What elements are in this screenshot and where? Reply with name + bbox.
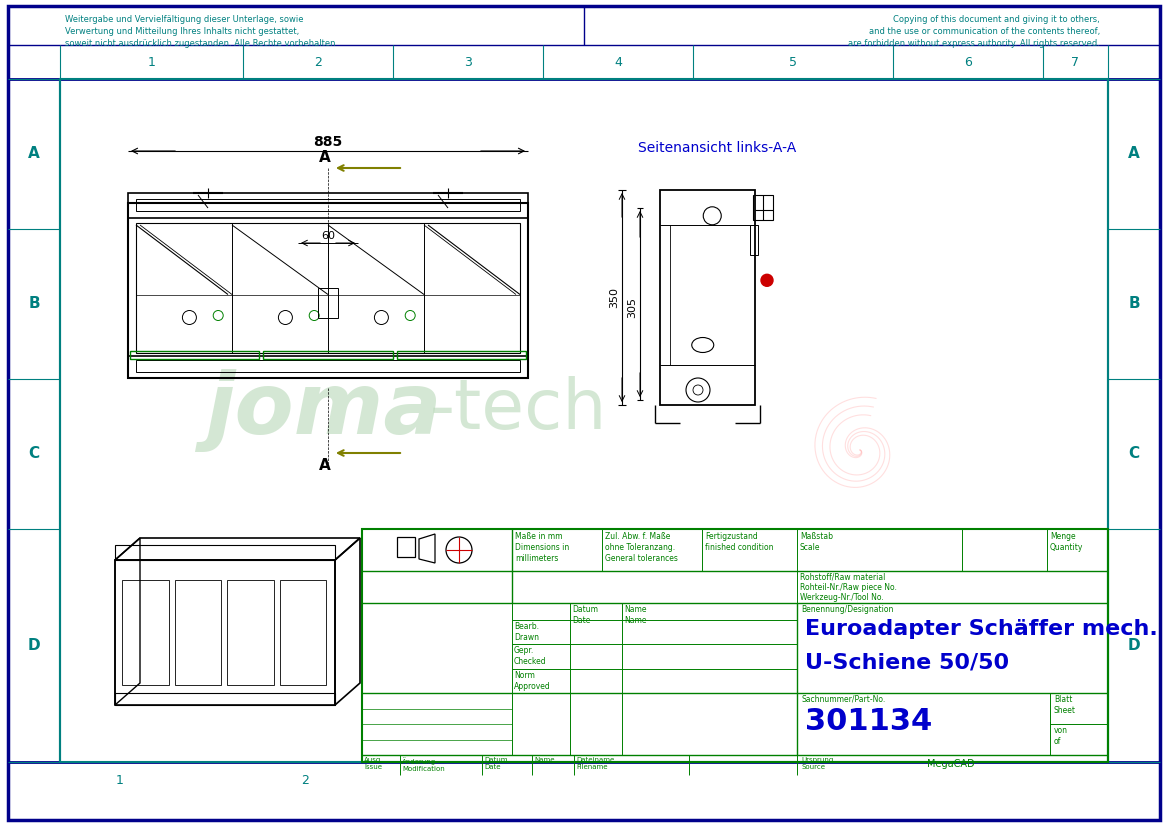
Text: Menge
Quantity: Menge Quantity (1050, 532, 1084, 552)
Bar (135, 223, 520, 353)
Text: 4: 4 (614, 55, 621, 69)
Text: Norm
Approved: Norm Approved (514, 671, 551, 691)
Text: Dateiname
Filename: Dateiname Filename (576, 757, 614, 770)
Text: 1: 1 (116, 773, 124, 786)
Text: Copying of this document and giving it to others,
and the use or communication o: Copying of this document and giving it t… (848, 15, 1100, 48)
Text: 5: 5 (790, 55, 797, 69)
Bar (60, 79, 1108, 762)
Text: 350: 350 (609, 287, 619, 308)
Text: 305: 305 (627, 297, 637, 318)
Bar (660, 190, 755, 405)
Text: Gepr.
Checked: Gepr. Checked (514, 646, 547, 667)
Text: 2: 2 (301, 773, 310, 786)
Text: -tech: -tech (430, 377, 607, 444)
Bar (750, 225, 758, 255)
Bar (263, 351, 392, 359)
Bar (227, 580, 273, 685)
Text: Euroadapter Schäffer mech.: Euroadapter Schäffer mech. (805, 619, 1157, 639)
Text: A: A (28, 146, 40, 162)
Text: Rohstoff/Raw material: Rohstoff/Raw material (800, 573, 885, 582)
Bar (121, 580, 168, 685)
Bar (114, 545, 335, 560)
Text: 885: 885 (313, 135, 342, 149)
Text: Maße in mm
Dimensions in
millimeters: Maße in mm Dimensions in millimeters (515, 532, 569, 563)
Bar (128, 356, 528, 378)
Text: Fertigzustand
finished condition: Fertigzustand finished condition (705, 532, 773, 552)
Text: 7: 7 (1071, 55, 1079, 69)
Bar (279, 580, 326, 685)
Text: D: D (1127, 638, 1140, 653)
Bar (130, 351, 259, 359)
Text: C: C (1128, 447, 1140, 462)
Text: Werkzeug-Nr./Tool No.: Werkzeug-Nr./Tool No. (800, 593, 884, 602)
Text: MegaCAD: MegaCAD (927, 759, 974, 769)
Bar (397, 351, 526, 359)
Text: Blatt
Sheet: Blatt Sheet (1054, 695, 1076, 715)
Bar (174, 580, 221, 685)
Text: 60: 60 (321, 231, 335, 241)
Text: 2: 2 (314, 55, 322, 69)
Text: Name
Name: Name Name (624, 605, 647, 625)
Text: Änderung
Modification: Änderung Modification (402, 757, 445, 771)
Text: 301134: 301134 (805, 707, 932, 736)
Text: D: D (28, 638, 41, 653)
Bar (128, 203, 528, 378)
Text: A: A (319, 150, 331, 165)
Text: Ausg.
Issue: Ausg. Issue (364, 757, 383, 770)
Text: Datum
Date: Datum Date (572, 605, 598, 625)
Text: 3: 3 (464, 55, 472, 69)
Text: von
of: von of (1054, 726, 1068, 746)
Text: Seitenansicht links-A-A: Seitenansicht links-A-A (638, 141, 797, 155)
Bar (114, 693, 335, 705)
Text: A: A (319, 458, 331, 472)
Text: joma: joma (206, 368, 442, 452)
Text: B: B (1128, 297, 1140, 311)
Text: Zul. Abw. f. Maße
ohne Toleranzang.
General tolerances: Zul. Abw. f. Maße ohne Toleranzang. Gene… (605, 532, 677, 563)
Bar (128, 193, 528, 218)
Text: B: B (28, 297, 40, 311)
Text: Benennung/Designation: Benennung/Designation (801, 605, 894, 614)
Text: Sachnummer/Part-No.: Sachnummer/Part-No. (801, 695, 885, 704)
Bar (397, 537, 415, 557)
Bar (753, 195, 773, 220)
Bar (318, 288, 338, 318)
Circle shape (762, 274, 773, 287)
Text: Rohteil-Nr./Raw piece No.: Rohteil-Nr./Raw piece No. (800, 583, 897, 592)
Text: Name: Name (534, 757, 555, 763)
Text: 6: 6 (964, 55, 972, 69)
Bar (362, 529, 1108, 762)
Text: Datum
Date: Datum Date (484, 757, 508, 770)
Text: Ursprung
Source: Ursprung Source (801, 757, 833, 770)
Text: C: C (28, 447, 40, 462)
Bar (135, 199, 520, 211)
Text: 1: 1 (147, 55, 155, 69)
Bar (135, 360, 520, 372)
Text: A: A (1128, 146, 1140, 162)
Text: U-Schiene 50/50: U-Schiene 50/50 (805, 653, 1009, 673)
Text: Maßstab
Scale: Maßstab Scale (800, 532, 833, 552)
Text: Bearb.
Drawn: Bearb. Drawn (514, 622, 538, 642)
Text: Weitergabe und Vervielfältigung dieser Unterlage, sowie
Verwertung und Mitteilun: Weitergabe und Vervielfältigung dieser U… (65, 15, 335, 48)
